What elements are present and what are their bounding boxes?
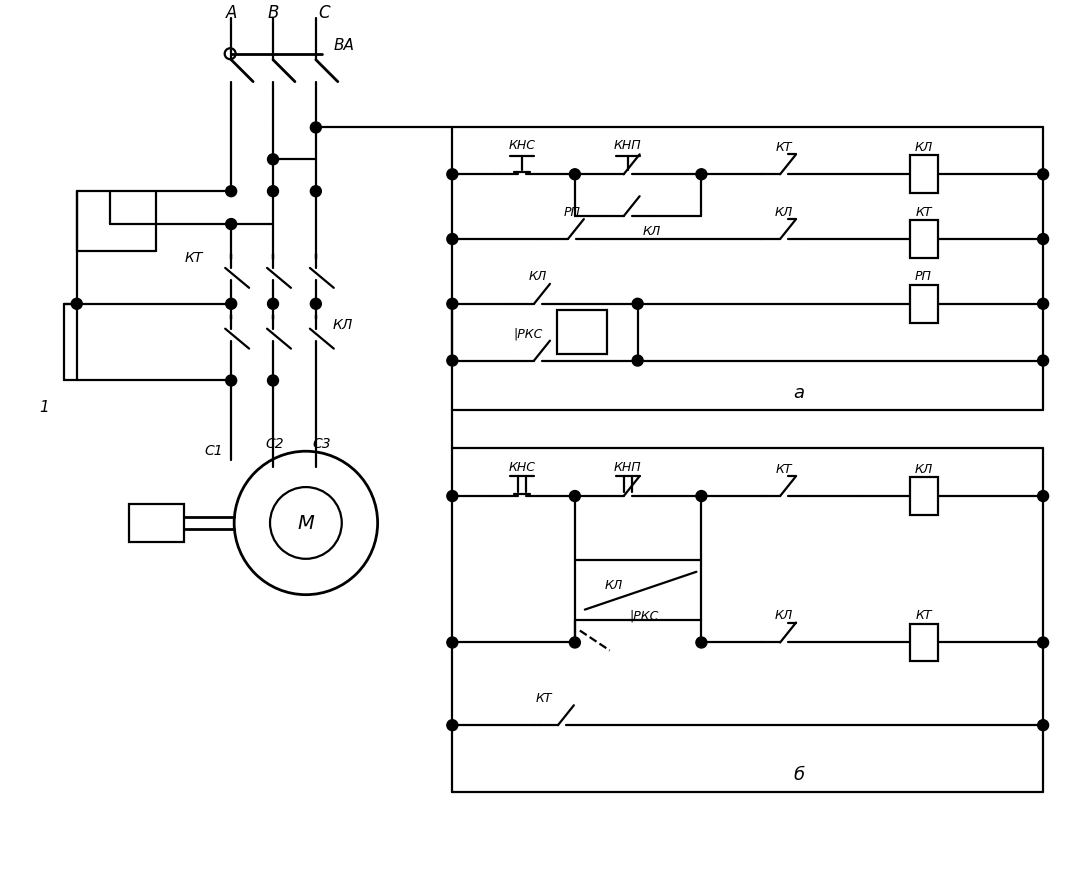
Circle shape: [447, 356, 458, 367]
Circle shape: [1038, 356, 1048, 367]
Circle shape: [225, 186, 237, 198]
Bar: [910, 285, 938, 323]
Text: КЛ: КЛ: [529, 270, 547, 283]
Text: КЛ: КЛ: [914, 140, 932, 154]
Circle shape: [632, 356, 643, 367]
Text: КНС: КНС: [509, 139, 536, 152]
Text: A: A: [225, 4, 237, 22]
Circle shape: [1038, 637, 1048, 648]
Circle shape: [1038, 491, 1048, 502]
Bar: [910, 624, 938, 662]
Circle shape: [225, 220, 237, 230]
Text: B: B: [268, 4, 278, 22]
Text: С3: С3: [313, 436, 331, 450]
Bar: [129, 505, 184, 543]
Text: КЛ: КЛ: [604, 579, 623, 592]
Circle shape: [225, 299, 237, 310]
Bar: [557, 311, 606, 355]
Circle shape: [311, 186, 322, 198]
Circle shape: [447, 234, 458, 245]
Text: С1: С1: [204, 443, 222, 457]
Text: РП: РП: [915, 270, 932, 283]
Circle shape: [1038, 299, 1048, 310]
Circle shape: [1038, 169, 1048, 181]
Text: C: C: [318, 4, 329, 22]
Text: КТ: КТ: [184, 250, 203, 264]
Text: КЛ: КЛ: [332, 317, 353, 331]
Circle shape: [447, 720, 458, 730]
Circle shape: [447, 299, 458, 310]
Text: КНС: КНС: [509, 460, 536, 473]
Bar: [910, 478, 938, 515]
Bar: [910, 156, 938, 194]
Circle shape: [696, 491, 707, 502]
Circle shape: [268, 299, 278, 310]
Text: М: М: [298, 514, 314, 533]
Text: С2: С2: [265, 436, 285, 450]
Circle shape: [311, 123, 322, 133]
Circle shape: [696, 637, 707, 648]
Circle shape: [570, 169, 580, 181]
Circle shape: [632, 299, 643, 310]
Text: а: а: [794, 384, 805, 402]
Circle shape: [447, 169, 458, 181]
Text: |РКС: |РКС: [513, 327, 543, 340]
Text: КЛ: КЛ: [775, 608, 793, 622]
Circle shape: [311, 299, 322, 310]
Text: РКС: РКС: [144, 517, 169, 529]
Circle shape: [570, 637, 580, 648]
Circle shape: [1038, 234, 1048, 245]
Circle shape: [696, 169, 707, 181]
Circle shape: [570, 491, 580, 502]
Text: 1: 1: [39, 399, 49, 414]
Text: КЛ: КЛ: [642, 224, 661, 237]
Circle shape: [268, 155, 278, 166]
Circle shape: [447, 637, 458, 648]
Circle shape: [268, 186, 278, 198]
Text: КТ: КТ: [915, 205, 931, 219]
Text: б: б: [794, 765, 805, 783]
Circle shape: [268, 376, 278, 386]
Text: КНП: КНП: [614, 460, 641, 473]
Text: КТ: КТ: [536, 691, 552, 704]
Text: КТ: КТ: [775, 140, 793, 154]
Text: КНП: КНП: [614, 139, 641, 152]
Circle shape: [225, 376, 237, 386]
Text: КТ: КТ: [915, 608, 931, 622]
Bar: [910, 221, 938, 259]
Text: РП: РП: [563, 205, 580, 219]
Circle shape: [447, 491, 458, 502]
Circle shape: [1038, 720, 1048, 730]
Text: КЛ: КЛ: [775, 205, 793, 219]
Text: РП: РП: [573, 327, 590, 339]
Text: КЛ: КЛ: [914, 462, 932, 475]
Text: КТ: КТ: [775, 462, 793, 475]
Text: ВА: ВА: [334, 39, 354, 54]
Circle shape: [71, 299, 82, 310]
Text: |РКС: |РКС: [629, 608, 660, 622]
